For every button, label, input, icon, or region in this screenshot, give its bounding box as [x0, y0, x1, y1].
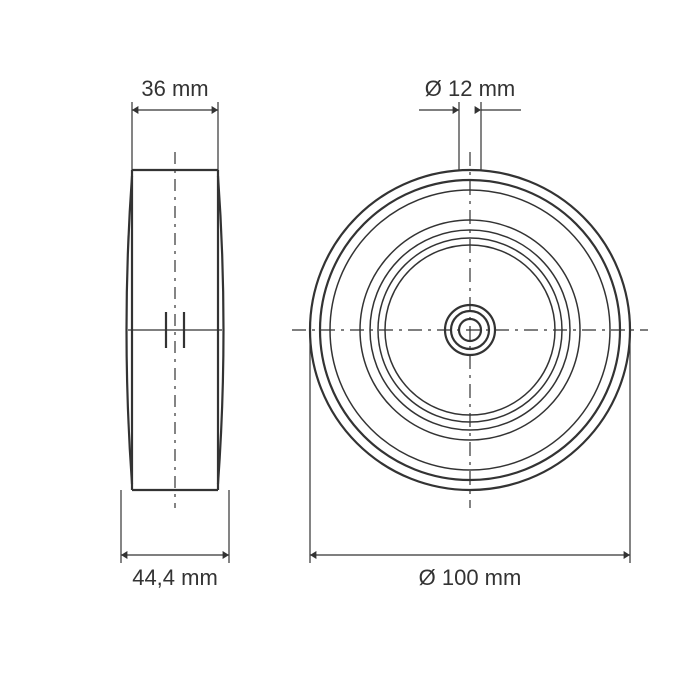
technical-drawing: 36 mm Ø 12 mm 44,4 mm Ø 100 mm [0, 0, 700, 700]
dim-hub-width-label: 44,4 mm [132, 565, 218, 590]
front-view [292, 152, 648, 508]
side-view [127, 152, 224, 508]
dim-label-0: 36 mm [141, 76, 208, 101]
dimensions: 36 mm Ø 12 mm 44,4 mm Ø 100 mm [121, 76, 630, 590]
dim-bore-label: Ø 12 mm [425, 76, 515, 101]
dim-diameter-label: Ø 100 mm [419, 565, 522, 590]
